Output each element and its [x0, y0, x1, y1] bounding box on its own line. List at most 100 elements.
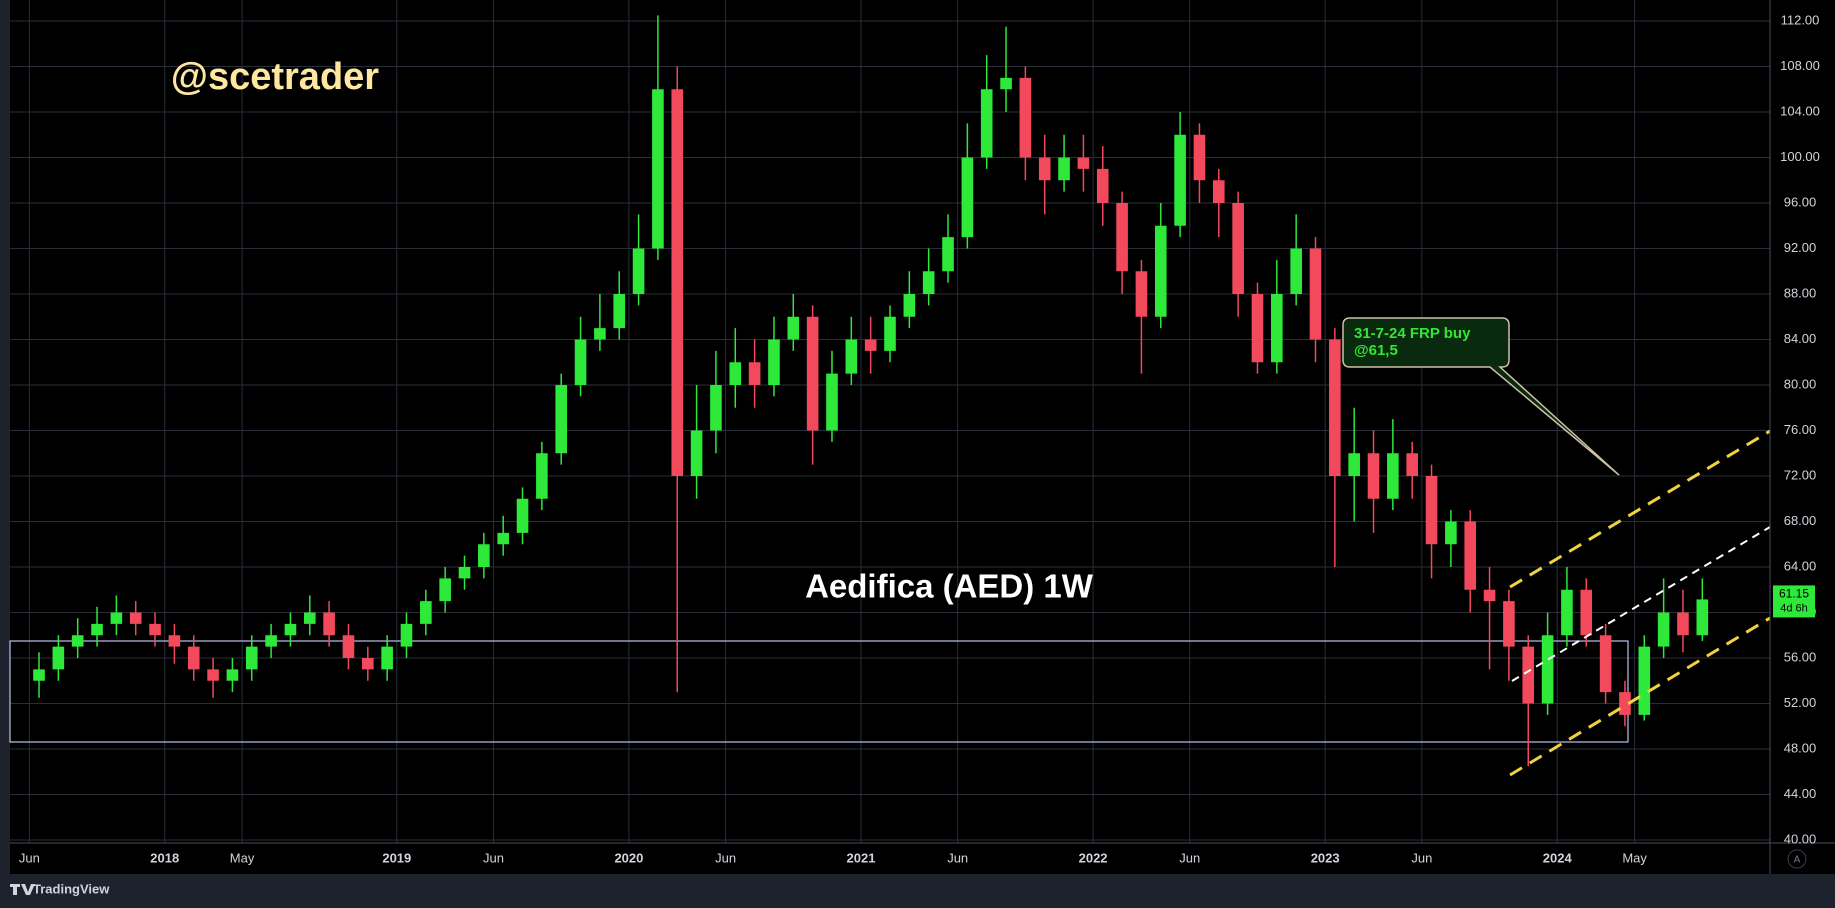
x-tick-label: 2023: [1311, 850, 1340, 865]
x-tick-label: Jun: [1411, 850, 1432, 865]
candle-body: [1503, 601, 1515, 647]
auto-scale-label[interactable]: A: [1794, 855, 1801, 866]
candle-body: [381, 646, 393, 670]
x-tick-label: Jun: [19, 850, 40, 865]
candle-body: [690, 430, 703, 476]
y-tick-label: 92.00: [1784, 240, 1817, 255]
candle-body: [1619, 692, 1631, 715]
candle-body: [1000, 77, 1012, 90]
candle-body: [555, 385, 568, 454]
callout-line: @61,5: [1354, 342, 1398, 359]
candle-body: [52, 646, 65, 670]
support-zone: [9, 640, 1629, 743]
candle-body: [1116, 203, 1128, 272]
candle-body: [806, 316, 819, 431]
footer: [0, 874, 1835, 908]
candle-body: [1309, 248, 1322, 340]
candle-body: [245, 646, 258, 670]
watermark: @scetrader: [171, 56, 379, 98]
candle-body: [33, 669, 45, 681]
candle-body: [826, 373, 838, 431]
price-tag: [1773, 585, 1815, 618]
candle-body: [922, 271, 935, 294]
candle-body: [1677, 612, 1689, 636]
callout-line: 31-7-24 FRP buy: [1354, 325, 1471, 342]
candle-body: [1193, 134, 1206, 181]
candle-body: [226, 669, 239, 681]
y-tick-label: 108.00: [1780, 58, 1820, 73]
x-tick-label: 2022: [1079, 850, 1108, 865]
price-tag-label: 61.15: [1779, 587, 1809, 601]
candle-body: [652, 89, 664, 249]
candle-body: [1561, 589, 1573, 636]
y-tick-label: 44.00: [1784, 786, 1817, 801]
grid: [10, 0, 1770, 843]
candle-body: [1580, 589, 1593, 636]
candle-body: [497, 532, 509, 545]
x-tick-label: 2020: [614, 850, 643, 865]
plot-background: [10, 0, 1835, 874]
candle-body: [284, 623, 297, 636]
chart-title: Aedifica (AED) 1W: [805, 568, 1094, 605]
candle-body: [1464, 521, 1477, 590]
candle-body: [1290, 248, 1302, 294]
candle-body: [961, 157, 974, 238]
candle-body: [903, 294, 916, 317]
x-tick-label: May: [1622, 850, 1647, 865]
candle-body: [748, 362, 761, 385]
candle-body: [1599, 635, 1612, 693]
candle-body: [613, 294, 626, 329]
y-tick-label: 84.00: [1784, 331, 1817, 346]
candle-body: [168, 635, 181, 647]
candle-body: [1638, 646, 1651, 715]
candle-body: [129, 612, 142, 624]
x-tick-label: Jun: [1179, 850, 1200, 865]
y-tick-label: 64.00: [1784, 558, 1817, 573]
channel-upper: [1509, 429, 1771, 589]
candle-body: [439, 578, 451, 602]
candle-body: [265, 635, 277, 647]
candle-body: [1154, 225, 1167, 317]
candle-body: [1445, 521, 1457, 545]
y-tick-label: 104.00: [1780, 103, 1820, 118]
candle-body: [516, 498, 529, 533]
y-tick-label: 76.00: [1784, 422, 1817, 437]
candle-body: [1483, 589, 1496, 602]
candle-body: [1271, 294, 1283, 363]
candle-body: [1251, 294, 1264, 363]
candle-body: [1387, 453, 1399, 499]
candle-body: [1367, 453, 1380, 499]
candle-body: [478, 544, 490, 567]
y-tick-label: 100.00: [1780, 149, 1820, 164]
candle-body: [864, 339, 877, 351]
x-tick-label: May: [230, 850, 255, 865]
y-tick-label: 112.00: [1781, 12, 1820, 27]
candle-body: [342, 635, 355, 658]
candle-body: [1425, 476, 1438, 545]
brand: TradingView: [33, 881, 110, 896]
countdown: 4d 6h: [1780, 602, 1808, 614]
candle-body: [1019, 77, 1032, 158]
candle-body: [1135, 271, 1148, 317]
candle-body: [710, 385, 722, 431]
candle-body: [574, 339, 587, 385]
candle-body: [942, 237, 954, 272]
candle-body: [362, 658, 374, 670]
y-tick-label: 52.00: [1784, 695, 1817, 710]
axes: 40.0044.0048.0052.0056.0060.0064.0068.00…: [19, 12, 1820, 865]
candle-body: [1696, 599, 1709, 636]
y-tick-label: 68.00: [1784, 513, 1817, 528]
candle-body: [768, 339, 780, 385]
candle-body: [207, 669, 219, 681]
candle-body: [1232, 203, 1244, 294]
candle-body: [671, 89, 684, 476]
candle-body: [884, 316, 896, 351]
candle-body: [71, 635, 84, 647]
candle-body: [1406, 453, 1418, 476]
brand-logo: [10, 884, 35, 895]
candle-body: [149, 623, 161, 636]
x-tick-label: Jun: [483, 850, 504, 865]
auto-scale-button[interactable]: [1787, 849, 1807, 869]
y-tick-label: 56.00: [1784, 649, 1817, 664]
